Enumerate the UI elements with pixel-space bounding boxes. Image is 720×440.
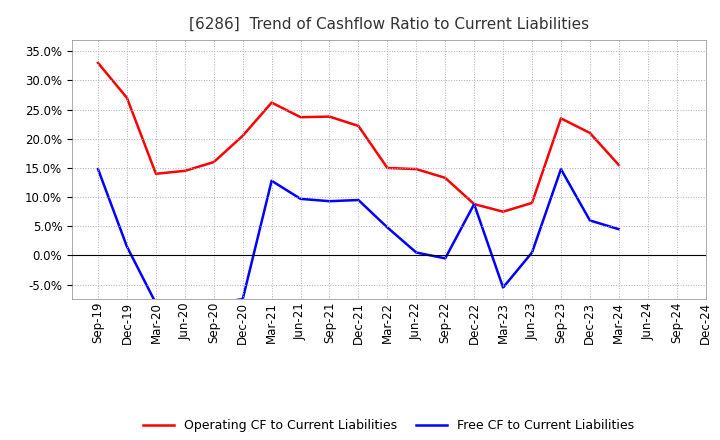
Line: Operating CF to Current Liabilities: Operating CF to Current Liabilities — [98, 63, 618, 212]
Title: [6286]  Trend of Cashflow Ratio to Current Liabilities: [6286] Trend of Cashflow Ratio to Curren… — [189, 16, 589, 32]
Free CF to Current Liabilities — [441, 256, 449, 261]
Free CF to Current Liabilities — [412, 250, 420, 255]
Operating CF to Current Liabilities — [181, 168, 189, 173]
Free CF to Current Liabilities — [383, 225, 392, 230]
Free CF to Current Liabilities — [152, 301, 161, 306]
Free CF to Current Liabilities — [94, 166, 102, 172]
Free CF to Current Liabilities — [528, 250, 536, 255]
Legend: Operating CF to Current Liabilities, Free CF to Current Liabilities: Operating CF to Current Liabilities, Fre… — [138, 414, 639, 437]
Operating CF to Current Liabilities — [94, 60, 102, 66]
Operating CF to Current Liabilities — [412, 166, 420, 172]
Operating CF to Current Liabilities — [441, 175, 449, 180]
Operating CF to Current Liabilities — [122, 95, 131, 101]
Operating CF to Current Liabilities — [557, 116, 565, 121]
Operating CF to Current Liabilities — [152, 171, 161, 176]
Line: Free CF to Current Liabilities: Free CF to Current Liabilities — [98, 169, 618, 305]
Operating CF to Current Liabilities — [267, 100, 276, 105]
Operating CF to Current Liabilities — [296, 114, 305, 120]
Free CF to Current Liabilities — [296, 196, 305, 202]
Operating CF to Current Liabilities — [585, 130, 594, 136]
Free CF to Current Liabilities — [614, 227, 623, 232]
Operating CF to Current Liabilities — [614, 162, 623, 168]
Free CF to Current Liabilities — [585, 218, 594, 223]
Free CF to Current Liabilities — [267, 178, 276, 183]
Operating CF to Current Liabilities — [325, 114, 334, 119]
Free CF to Current Liabilities — [122, 244, 131, 249]
Free CF to Current Liabilities — [557, 166, 565, 172]
Free CF to Current Liabilities — [354, 198, 363, 203]
Operating CF to Current Liabilities — [470, 202, 479, 207]
Free CF to Current Liabilities — [181, 302, 189, 308]
Free CF to Current Liabilities — [499, 285, 508, 290]
Operating CF to Current Liabilities — [354, 123, 363, 128]
Free CF to Current Liabilities — [210, 301, 218, 306]
Operating CF to Current Liabilities — [499, 209, 508, 214]
Free CF to Current Liabilities — [325, 198, 334, 204]
Operating CF to Current Liabilities — [238, 133, 247, 139]
Operating CF to Current Liabilities — [383, 165, 392, 171]
Free CF to Current Liabilities — [470, 202, 479, 207]
Operating CF to Current Liabilities — [210, 159, 218, 165]
Operating CF to Current Liabilities — [528, 200, 536, 205]
Free CF to Current Liabilities — [238, 297, 247, 302]
